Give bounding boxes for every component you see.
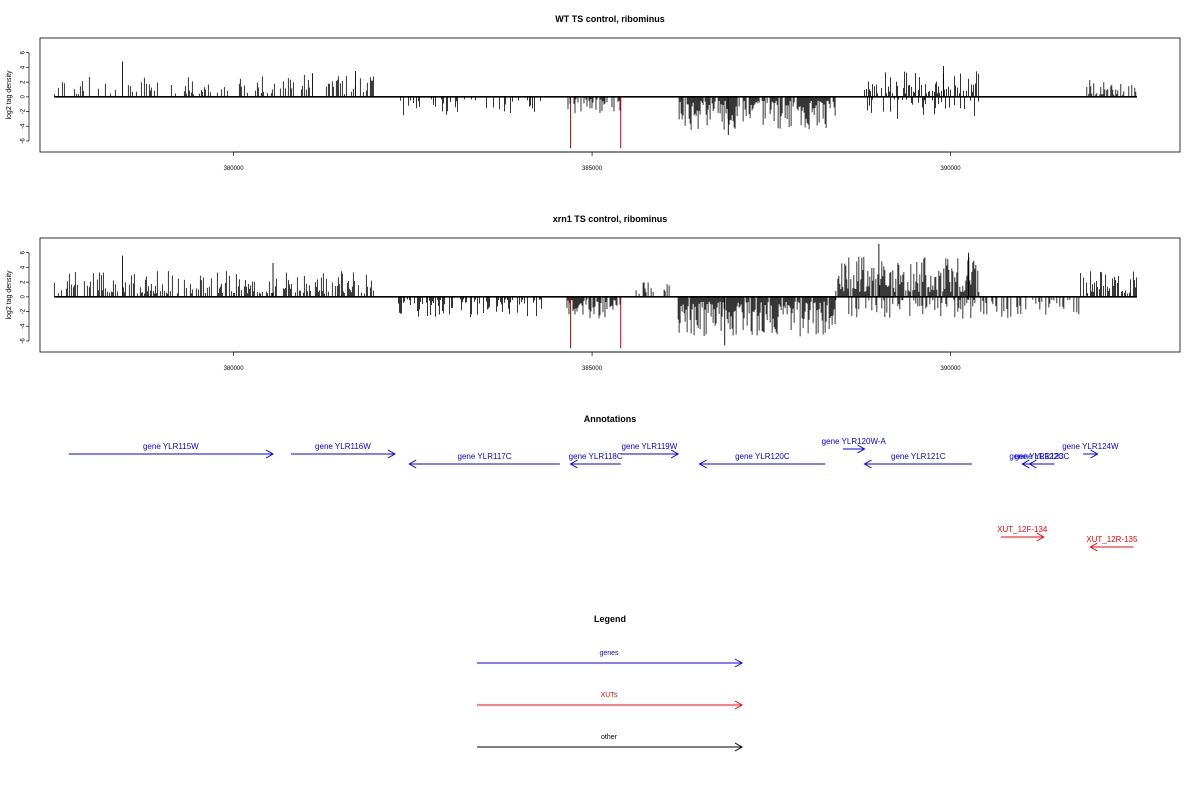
- feature-arrow-head: [387, 449, 396, 459]
- legend-arrow-head: [734, 658, 744, 668]
- feature-arrow-head: [1036, 532, 1045, 542]
- wt-highlight-bars: [570, 96, 622, 149]
- xrn1-y-axis-label: log2 tag density: [6, 270, 13, 320]
- feature-label: gene YLR116W: [315, 442, 371, 451]
- feature-label: gene YLR124W: [1062, 442, 1119, 451]
- xrn1-y-tick-label: -6: [21, 338, 27, 344]
- xrn1-panel-title: xrn1 TS control, ribominus: [553, 214, 668, 224]
- xrn1-highlight-bars: [570, 296, 622, 349]
- legend-arrow-head: [734, 700, 744, 710]
- feature-gene: gene YLR120W-A: [822, 437, 887, 454]
- wt-x-tick-label: 390000: [941, 166, 962, 172]
- feature-arrow-head: [569, 459, 578, 469]
- wt-x-tick-label: 380000: [224, 166, 245, 172]
- feature-arrow-head: [698, 459, 707, 469]
- xrn1-x-axis: 380000 385000 390000: [224, 351, 962, 372]
- legend-title: Legend: [594, 614, 626, 624]
- feature-gene: gene YLR115W: [68, 442, 275, 459]
- feature-label: gene YLR120W-A: [822, 437, 887, 446]
- wt-y-tick-label: 2: [21, 80, 27, 84]
- xrn1-y-tick-label: -2: [21, 308, 27, 314]
- feature-label: gene YLR122C: [1009, 452, 1064, 461]
- legend-label: XUTs: [601, 692, 618, 699]
- legend-label: genes: [599, 650, 619, 657]
- feature-gene: gene YLR116W: [290, 442, 396, 459]
- xrn1-x-tick-label: 380000: [224, 366, 245, 372]
- wt-x-tick-label: 385000: [582, 166, 603, 172]
- feature-gene: gene YLR119W: [620, 442, 680, 459]
- feature-arrow-head: [1090, 449, 1099, 459]
- wt-y-tick-label: 0: [21, 95, 27, 99]
- wt-signal-bars: [53, 61, 1137, 136]
- feature-arrow-head: [857, 444, 866, 454]
- xrn1-y-tick-label: -4: [21, 323, 27, 329]
- legend-item-gene: genes: [477, 650, 744, 668]
- xrn1-y-axis: -6 -4 -2 0 2 4 6: [21, 250, 30, 344]
- xrn1-signal-bars: [53, 243, 1138, 346]
- feature-gene: gene YLR124W: [1062, 442, 1119, 459]
- feature-arrow-head: [265, 449, 275, 459]
- feature-arrows: gene YLR115W gene YLR116W gene YLR117C gene…: [68, 437, 1138, 552]
- legend-label: other: [601, 734, 618, 741]
- feature-arrow-head: [863, 459, 872, 469]
- xrn1-y-tick-label: 0: [21, 295, 27, 299]
- feature-gene: gene YLR121C: [863, 452, 973, 469]
- feature-label: gene YLR121C: [891, 452, 946, 461]
- wt-x-axis: 380000 385000 390000: [224, 151, 962, 172]
- xrn1-x-tick-label: 390000: [941, 366, 962, 372]
- feature-gene: gene YLR117C: [408, 452, 560, 469]
- feature-label: XUT_12F-134: [997, 525, 1048, 534]
- feature-gene: gene YLR118C: [569, 452, 623, 469]
- feature-label: gene YLR123C: [1015, 452, 1070, 461]
- wt-y-tick-label: -6: [21, 138, 27, 144]
- xrn1-signal-panel: xrn1 TS control, ribominus log2 tag dens…: [6, 214, 1181, 372]
- legend: Legend genes XUTs other: [477, 614, 744, 752]
- feature-arrow-head: [1089, 542, 1098, 552]
- feature-label: gene YLR120C: [735, 452, 790, 461]
- legend-arrow-head: [734, 742, 744, 752]
- wt-y-axis: -6 -4 -2 0 2 4 6: [21, 50, 30, 144]
- xrn1-y-tick-label: 4: [21, 265, 27, 269]
- feature-label: gene YLR119W: [622, 442, 678, 451]
- wt-y-tick-label: 6: [21, 50, 27, 54]
- feature-gene: gene YLR123C: [1015, 452, 1070, 469]
- feature-arrow-head: [1028, 459, 1037, 469]
- wt-y-tick-label: -4: [21, 123, 27, 129]
- legend-items: genes XUTs other: [477, 650, 744, 752]
- feature-arrow-head: [670, 449, 680, 459]
- xrn1-y-tick-label: 2: [21, 280, 27, 284]
- legend-item-other: other: [477, 734, 744, 752]
- wt-y-tick-label: -2: [21, 108, 27, 114]
- legend-item-xut: XUTs: [477, 692, 744, 710]
- xrn1-y-tick-label: 6: [21, 250, 27, 254]
- wt-signal-panel: WT TS control, ribominus log2 tag densit…: [6, 14, 1181, 172]
- feature-gene: gene YLR120C: [698, 452, 826, 469]
- wt-y-axis-label: log2 tag density: [6, 70, 13, 120]
- wt-panel-title: WT TS control, ribominus: [555, 14, 665, 24]
- annotations-track: Annotations gene YLR115W gene YLR116Wgene…: [68, 414, 1138, 552]
- wt-plot-frame: [39, 37, 1181, 153]
- feature-label: XUT_12R-135: [1086, 535, 1138, 544]
- xrn1-x-tick-label: 385000: [582, 366, 603, 372]
- wt-y-tick-label: 4: [21, 65, 27, 69]
- feature-arrow-head: [1021, 459, 1030, 469]
- feature-arrow-head: [408, 459, 417, 469]
- feature-xut: XUT_12R-135: [1086, 535, 1138, 552]
- feature-label: gene YLR117C: [458, 452, 512, 461]
- feature-xut: XUT_12F-134: [997, 525, 1048, 542]
- feature-label: gene YLR118C: [569, 452, 623, 461]
- annotations-title: Annotations: [584, 414, 637, 424]
- feature-label: gene YLR115W: [143, 442, 199, 451]
